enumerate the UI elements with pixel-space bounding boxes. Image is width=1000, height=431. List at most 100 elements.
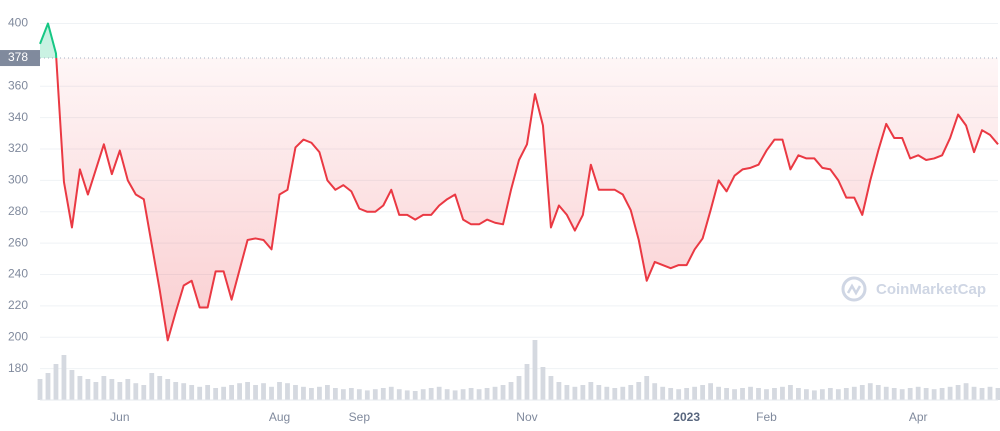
volume-bar <box>237 383 242 400</box>
volume-bar <box>875 385 881 400</box>
volume-bar <box>716 386 721 400</box>
y-tick-label: 260 <box>8 235 28 249</box>
volume-bar <box>396 389 402 400</box>
x-tick-label: Sep <box>349 410 371 424</box>
volume-bar <box>859 385 865 400</box>
volume-bar <box>317 386 322 400</box>
volume-bar <box>293 385 298 400</box>
volume-bar <box>660 386 666 400</box>
volume-bar <box>883 386 889 400</box>
volume-bar <box>165 379 171 400</box>
volume-bar <box>835 389 841 400</box>
volume-bar <box>548 376 554 400</box>
volume-bar <box>748 386 753 400</box>
volume-bar <box>804 389 809 400</box>
volume-bar <box>995 388 1000 400</box>
volume-bar <box>508 382 514 400</box>
volume-bar <box>53 364 59 400</box>
volume-bar <box>907 388 913 400</box>
volume-bar <box>452 390 458 400</box>
volume-bar <box>348 388 354 400</box>
baseline-label-box <box>0 50 40 67</box>
volume-bar <box>364 390 370 400</box>
volume-bar <box>221 386 227 400</box>
x-tick-label: 2023 <box>673 410 700 424</box>
volume-bar <box>604 386 610 400</box>
volume-bar <box>740 388 745 400</box>
volume-bar <box>772 388 777 400</box>
volume-bar <box>125 379 131 400</box>
volume-bar <box>668 388 674 400</box>
volume-bar <box>780 386 785 400</box>
volume-bar <box>372 389 378 400</box>
volume-bar <box>149 373 155 400</box>
volume-bar <box>532 340 538 400</box>
volume-bar <box>133 383 139 400</box>
volume-bar <box>309 388 314 400</box>
x-tick-label: Aug <box>269 410 290 424</box>
x-tick-label: Nov <box>516 410 537 424</box>
volume-bar <box>181 383 187 400</box>
volume-bar <box>189 385 195 400</box>
volume-bar <box>963 383 969 400</box>
volume-bar <box>652 383 658 400</box>
volume-bar <box>492 386 498 400</box>
volume-bar <box>676 389 682 400</box>
volume-bar <box>628 385 634 400</box>
volume-bar <box>69 370 75 400</box>
volume-bar <box>987 386 993 400</box>
y-tick-label: 360 <box>8 78 28 92</box>
volume-bar <box>724 388 729 400</box>
volume-bar <box>412 391 418 400</box>
volume-bar <box>404 390 410 400</box>
y-tick-label: 180 <box>8 361 28 375</box>
volume-bar <box>596 385 602 400</box>
volume-bar <box>101 376 107 400</box>
volume-bar <box>556 382 562 400</box>
volume-bar <box>700 385 706 400</box>
volume-bar <box>564 385 570 400</box>
volume-bar <box>444 389 450 400</box>
volume-bar <box>388 386 394 400</box>
volume-bar <box>851 386 857 400</box>
volume-bar <box>141 385 147 400</box>
volume-bar <box>117 382 123 400</box>
volume-bar <box>684 388 690 400</box>
volume-bar <box>572 386 578 400</box>
volume-bar <box>692 386 698 400</box>
volume-bar <box>420 389 426 400</box>
volume-bar <box>301 386 306 400</box>
volume-bar <box>340 389 346 400</box>
volume-bar <box>524 364 530 400</box>
volume-bar <box>580 385 586 400</box>
volume-bar <box>899 389 905 400</box>
volume-bar <box>380 388 386 400</box>
volume-bar <box>756 388 761 400</box>
price-line-down <box>55 58 999 342</box>
volume-bar <box>460 389 466 400</box>
volume-bar <box>45 373 51 400</box>
y-tick-label: 400 <box>8 16 28 30</box>
volume-bar <box>796 388 801 400</box>
volume-bar <box>947 386 953 400</box>
volume-bar <box>843 388 849 400</box>
volume-bar <box>708 383 713 400</box>
volume-bar <box>764 389 769 400</box>
volume-bar <box>468 388 474 400</box>
volume-bar <box>476 389 482 400</box>
y-tick-label: 280 <box>8 204 28 218</box>
y-tick-label: 220 <box>8 298 28 312</box>
volume-bar <box>261 383 266 400</box>
y-tick-label: 320 <box>8 141 28 155</box>
volume-bar <box>636 382 642 400</box>
volume-bar <box>253 385 258 400</box>
volume-bar <box>269 386 274 400</box>
volume-bar <box>356 389 362 400</box>
watermark <box>841 276 867 302</box>
volume-bar <box>732 389 737 400</box>
volume-bar <box>923 388 929 400</box>
volume-bar <box>277 382 282 400</box>
y-tick-label: 200 <box>8 329 28 343</box>
